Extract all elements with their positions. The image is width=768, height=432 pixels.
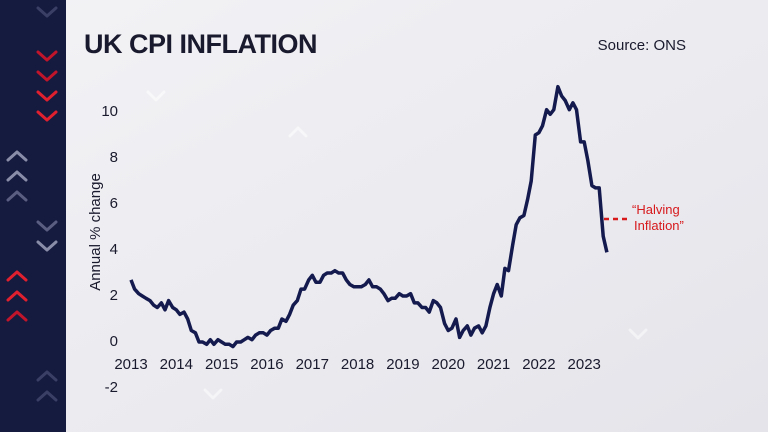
x-tick-label: 2020 [432, 356, 465, 373]
y-tick-label: 2 [110, 287, 118, 304]
y-tick-label: 0 [110, 333, 118, 350]
line-series [129, 84, 609, 349]
y-tick-label: 6 [110, 195, 118, 212]
chart-title: UK CPI INFLATION [84, 29, 317, 59]
x-tick-label: 2014 [160, 356, 193, 373]
x-tick-label: 2023 [568, 356, 601, 373]
y-axis-label: Annual % change [87, 173, 104, 291]
y-tick-label: 4 [110, 241, 118, 258]
source: Source: ONS [598, 37, 686, 54]
x-tick-label: 2021 [477, 356, 510, 373]
x-tick-label: 2013 [114, 356, 147, 373]
y-tick-label: -2 [105, 379, 118, 396]
y-tick-label: 10 [101, 103, 118, 120]
annotation: “Halving Inflation” [632, 202, 684, 233]
x-tick-label: 2019 [386, 356, 419, 373]
x-tick-label: 2016 [250, 356, 283, 373]
y-tick-label: 8 [110, 149, 118, 166]
x-tick-label: 2015 [205, 356, 238, 373]
x-tick-label: 2017 [296, 356, 329, 373]
side-strip [0, 0, 66, 432]
chevrons [6, 6, 648, 402]
x-tick-label: 2018 [341, 356, 374, 373]
x-tick-label: 2022 [522, 356, 555, 373]
